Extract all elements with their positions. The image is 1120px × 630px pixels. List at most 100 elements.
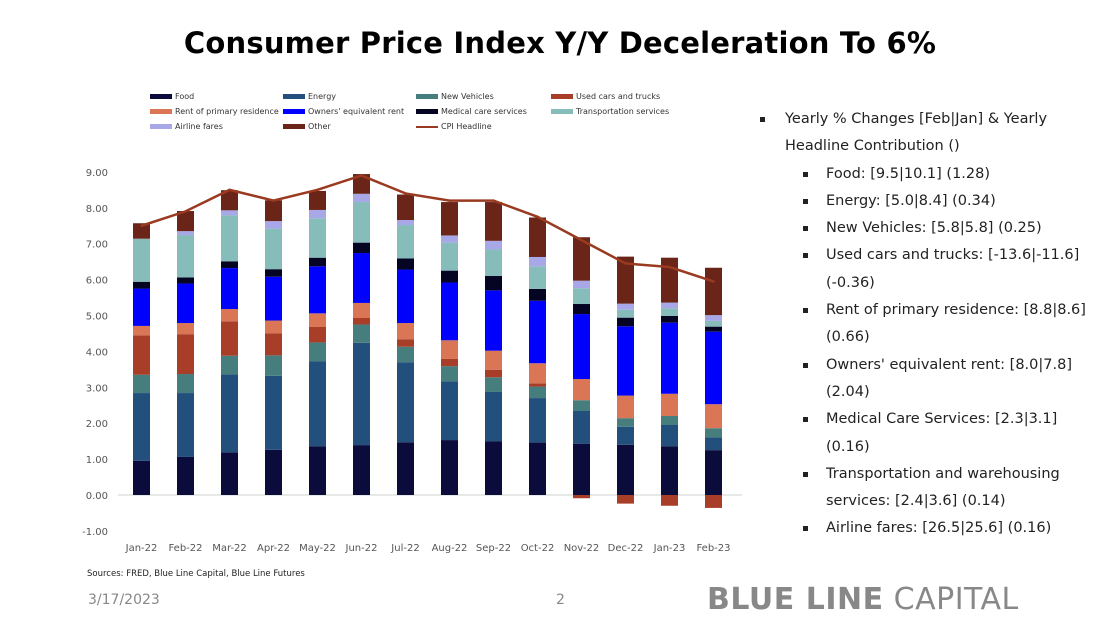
bar-segment-food	[265, 449, 282, 495]
bar-segment-airline-fares	[309, 209, 326, 219]
bar-segment-transportation-services	[133, 238, 150, 282]
x-tick-label: Aug-22	[432, 543, 468, 554]
bar-segment-other	[309, 190, 326, 210]
legend-swatch	[283, 94, 305, 99]
bar-segment-medical-care-services	[397, 258, 414, 270]
bar-segment-transportation-services	[221, 215, 238, 262]
bar-segment-food	[309, 446, 326, 495]
bar-segment-transportation-services	[529, 266, 546, 289]
bar-segment-airline-fares	[529, 256, 546, 267]
legend-item: Owners' equivalent rent	[283, 107, 416, 116]
cpi-headline-point	[624, 262, 627, 265]
legend-item: CPI Headline	[416, 122, 551, 131]
bar-segment-owners-equivalent-rent	[309, 266, 326, 314]
bar-segment-airline-fares	[661, 302, 678, 309]
bar-segment-other	[353, 174, 370, 194]
cpi-headline-point	[492, 199, 495, 202]
bar-segment-medical-care-services	[221, 261, 238, 269]
bar-segment-used-cars-and-trucks	[397, 339, 414, 347]
bar-segment-medical-care-services	[661, 315, 678, 323]
bar-segment-new-vehicles	[573, 400, 590, 411]
bar-segment-transportation-services	[265, 228, 282, 270]
bar-segment-food	[353, 445, 370, 495]
bar-segment-new-vehicles	[309, 342, 326, 362]
bar-segment-food	[133, 460, 150, 495]
bullet-item: New Vehicles: [5.8|5.8] (0.25)	[760, 215, 1100, 242]
x-tick-label: Jan-23	[653, 543, 686, 554]
bar-segment-medical-care-services	[441, 270, 458, 283]
legend-label: Other	[308, 122, 331, 131]
bar-segment-rent-of-primary-residence	[573, 379, 590, 401]
bar-segment-used-cars-and-trucks	[573, 495, 590, 499]
legend-label: Energy	[308, 92, 337, 101]
bar-segment-used-cars-and-trucks	[485, 369, 502, 378]
cpi-headline-point	[228, 188, 231, 192]
bar-segment-medical-care-services	[133, 281, 150, 289]
cpi-headline-point	[712, 280, 715, 283]
cpi-headline-point	[668, 265, 671, 269]
bar-segment-used-cars-and-trucks	[353, 318, 370, 325]
legend-swatch	[551, 109, 573, 114]
bar-segment-used-cars-and-trucks	[177, 334, 194, 375]
x-tick-label: Dec-22	[608, 543, 644, 554]
bar-segment-energy	[353, 342, 370, 446]
bar-segment-rent-of-primary-residence	[661, 393, 678, 417]
y-tick-label: 2.00	[86, 419, 108, 430]
bullet-item: Used cars and trucks: [-13.6|-11.6] (-0.…	[760, 242, 1100, 297]
legend-swatch	[150, 124, 172, 129]
bar-segment-food	[441, 440, 458, 495]
bar-segment-other	[661, 257, 678, 303]
bullet-item: Medical Care Services: [2.3|3.1] (0.16)	[760, 406, 1100, 461]
bar-segment-other	[133, 223, 150, 239]
bar-segment-energy	[705, 437, 722, 451]
bar-segment-owners-equivalent-rent	[441, 282, 458, 341]
bar-segment-new-vehicles	[265, 355, 282, 376]
y-tick-label: 7.00	[86, 240, 108, 251]
bar-segment-new-vehicles	[177, 374, 194, 394]
y-tick-label: 6.00	[86, 276, 108, 287]
bar-segment-food	[177, 456, 194, 495]
legend-item: New Vehicles	[416, 92, 551, 101]
bar-segment-rent-of-primary-residence	[177, 323, 194, 335]
bar-segment-transportation-services	[441, 242, 458, 271]
bar-segment-new-vehicles	[133, 374, 150, 394]
bar-segment-energy	[529, 398, 546, 443]
bar-segment-energy	[397, 362, 414, 443]
x-tick-label: Feb-23	[696, 543, 730, 554]
bar-segment-rent-of-primary-residence	[221, 309, 238, 322]
bullet-item: Owners' equivalent rent: [8.0|7.8] (2.04…	[760, 352, 1100, 407]
bar-segment-owners-equivalent-rent	[573, 314, 590, 380]
bar-segment-transportation-services	[573, 288, 590, 305]
bar-segment-food	[529, 442, 546, 495]
bar-segment-medical-care-services	[265, 269, 282, 277]
legend-label: Used cars and trucks	[576, 92, 661, 101]
bar-segment-rent-of-primary-residence	[529, 363, 546, 384]
bar-segment-energy	[265, 375, 282, 450]
bar-segment-used-cars-and-trucks	[617, 495, 634, 504]
sources-note: Sources: FRED, Blue Line Capital, Blue L…	[87, 569, 305, 579]
bar-segment-other	[265, 200, 282, 222]
bar-segment-rent-of-primary-residence	[705, 404, 722, 429]
page-number: 2	[556, 592, 565, 608]
bar-segment-new-vehicles	[397, 346, 414, 363]
bar-segment-airline-fares	[617, 303, 634, 310]
bar-segment-airline-fares	[441, 235, 458, 243]
bar-segment-used-cars-and-trucks	[529, 383, 546, 387]
bar-segment-energy	[177, 393, 194, 457]
bar-segment-energy	[309, 361, 326, 447]
x-tick-label: Nov-22	[564, 543, 600, 554]
bar-segment-medical-care-services	[705, 326, 722, 332]
bar-segment-energy	[485, 391, 502, 442]
bar-segment-used-cars-and-trucks	[265, 333, 282, 356]
bar-segment-energy	[661, 424, 678, 447]
bar-segment-medical-care-services	[617, 317, 634, 327]
x-tick-label: May-22	[299, 543, 336, 554]
bar-segment-food	[221, 452, 238, 495]
bar-segment-new-vehicles	[221, 355, 238, 375]
logo-light: CAPITAL	[883, 582, 1019, 617]
bullet-item: Food: [9.5|10.1] (1.28)	[760, 161, 1100, 188]
bar-segment-new-vehicles	[617, 418, 634, 427]
x-tick-label: Apr-22	[257, 543, 290, 554]
legend-swatch	[551, 94, 573, 99]
